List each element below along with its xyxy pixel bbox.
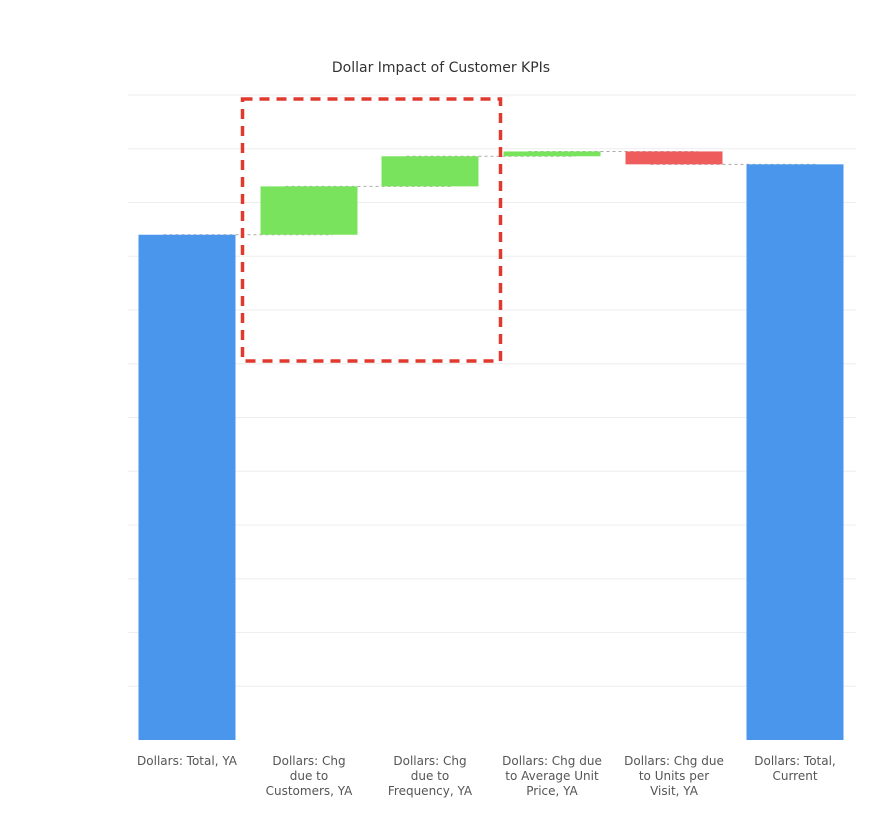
x-tick-label: Dollars: Chg due to Frequency, YA	[388, 754, 473, 798]
bar-3	[381, 156, 479, 187]
highlight-box	[240, 97, 503, 363]
bar-4	[503, 151, 601, 157]
bar-1	[138, 234, 236, 740]
chart-title: Dollar Impact of Customer KPIs	[331, 60, 551, 76]
x-tick-label: Dollars: Chg due to Customers, YA	[266, 754, 354, 798]
bar-2	[260, 186, 358, 235]
x-tick-label: Dollars: Chg due to Units per Visit, YA	[624, 754, 724, 798]
bar-6	[746, 164, 844, 740]
x-tick-label: Dollars: Total, YA	[137, 754, 238, 768]
x-tick-label: Dollars: Total, Current	[754, 754, 836, 783]
bar-5	[625, 151, 723, 165]
x-tick-label: Dollars: Chg due to Average Unit Price, YA	[502, 754, 602, 798]
